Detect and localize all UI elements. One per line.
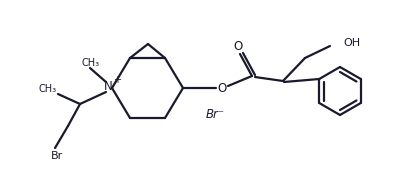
Text: Br⁻: Br⁻ (205, 108, 224, 121)
Text: OH: OH (343, 38, 360, 48)
Text: CH₃: CH₃ (82, 58, 100, 68)
Text: N: N (104, 80, 112, 93)
Text: Br: Br (51, 151, 63, 161)
Text: +: + (113, 75, 121, 85)
Text: O: O (217, 81, 227, 95)
Text: CH₃: CH₃ (39, 84, 57, 94)
Text: O: O (233, 39, 243, 52)
